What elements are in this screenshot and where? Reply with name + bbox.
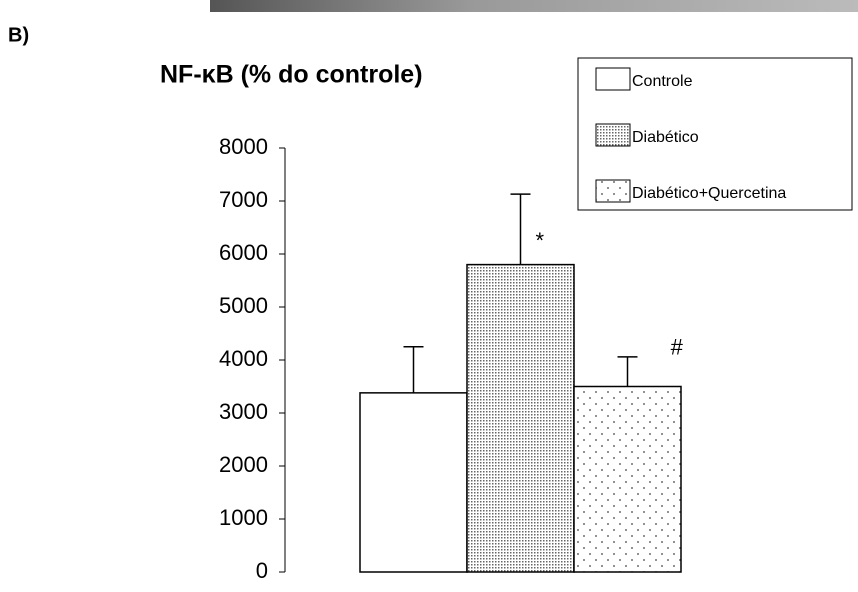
- legend-swatch: [595, 179, 631, 203]
- legend-swatch: [595, 123, 631, 147]
- legend-label: Diabético+Quercetina: [632, 185, 786, 202]
- y-tick-label: 8000: [219, 134, 268, 159]
- y-tick-label: 6000: [219, 240, 268, 265]
- bar: [466, 263, 575, 573]
- photo-strip: [210, 0, 858, 12]
- y-tick-label: 2000: [219, 452, 268, 477]
- legend-label: Controle: [632, 73, 693, 90]
- legend-label: Diabético: [632, 129, 699, 146]
- y-tick-label: 7000: [219, 187, 268, 212]
- bar: [359, 392, 468, 573]
- panel-label: B): [8, 24, 29, 46]
- annotation: #: [671, 335, 684, 360]
- chart-title: NF-κB (% do controle): [160, 61, 423, 89]
- y-tick-label: 5000: [219, 293, 268, 318]
- y-tick-label: 0: [256, 558, 268, 583]
- bar: [573, 385, 682, 573]
- y-tick-label: 3000: [219, 399, 268, 424]
- legend-swatch: [595, 67, 631, 91]
- annotation: *: [535, 228, 544, 253]
- y-tick-label: 4000: [219, 346, 268, 371]
- y-tick-label: 1000: [219, 505, 268, 530]
